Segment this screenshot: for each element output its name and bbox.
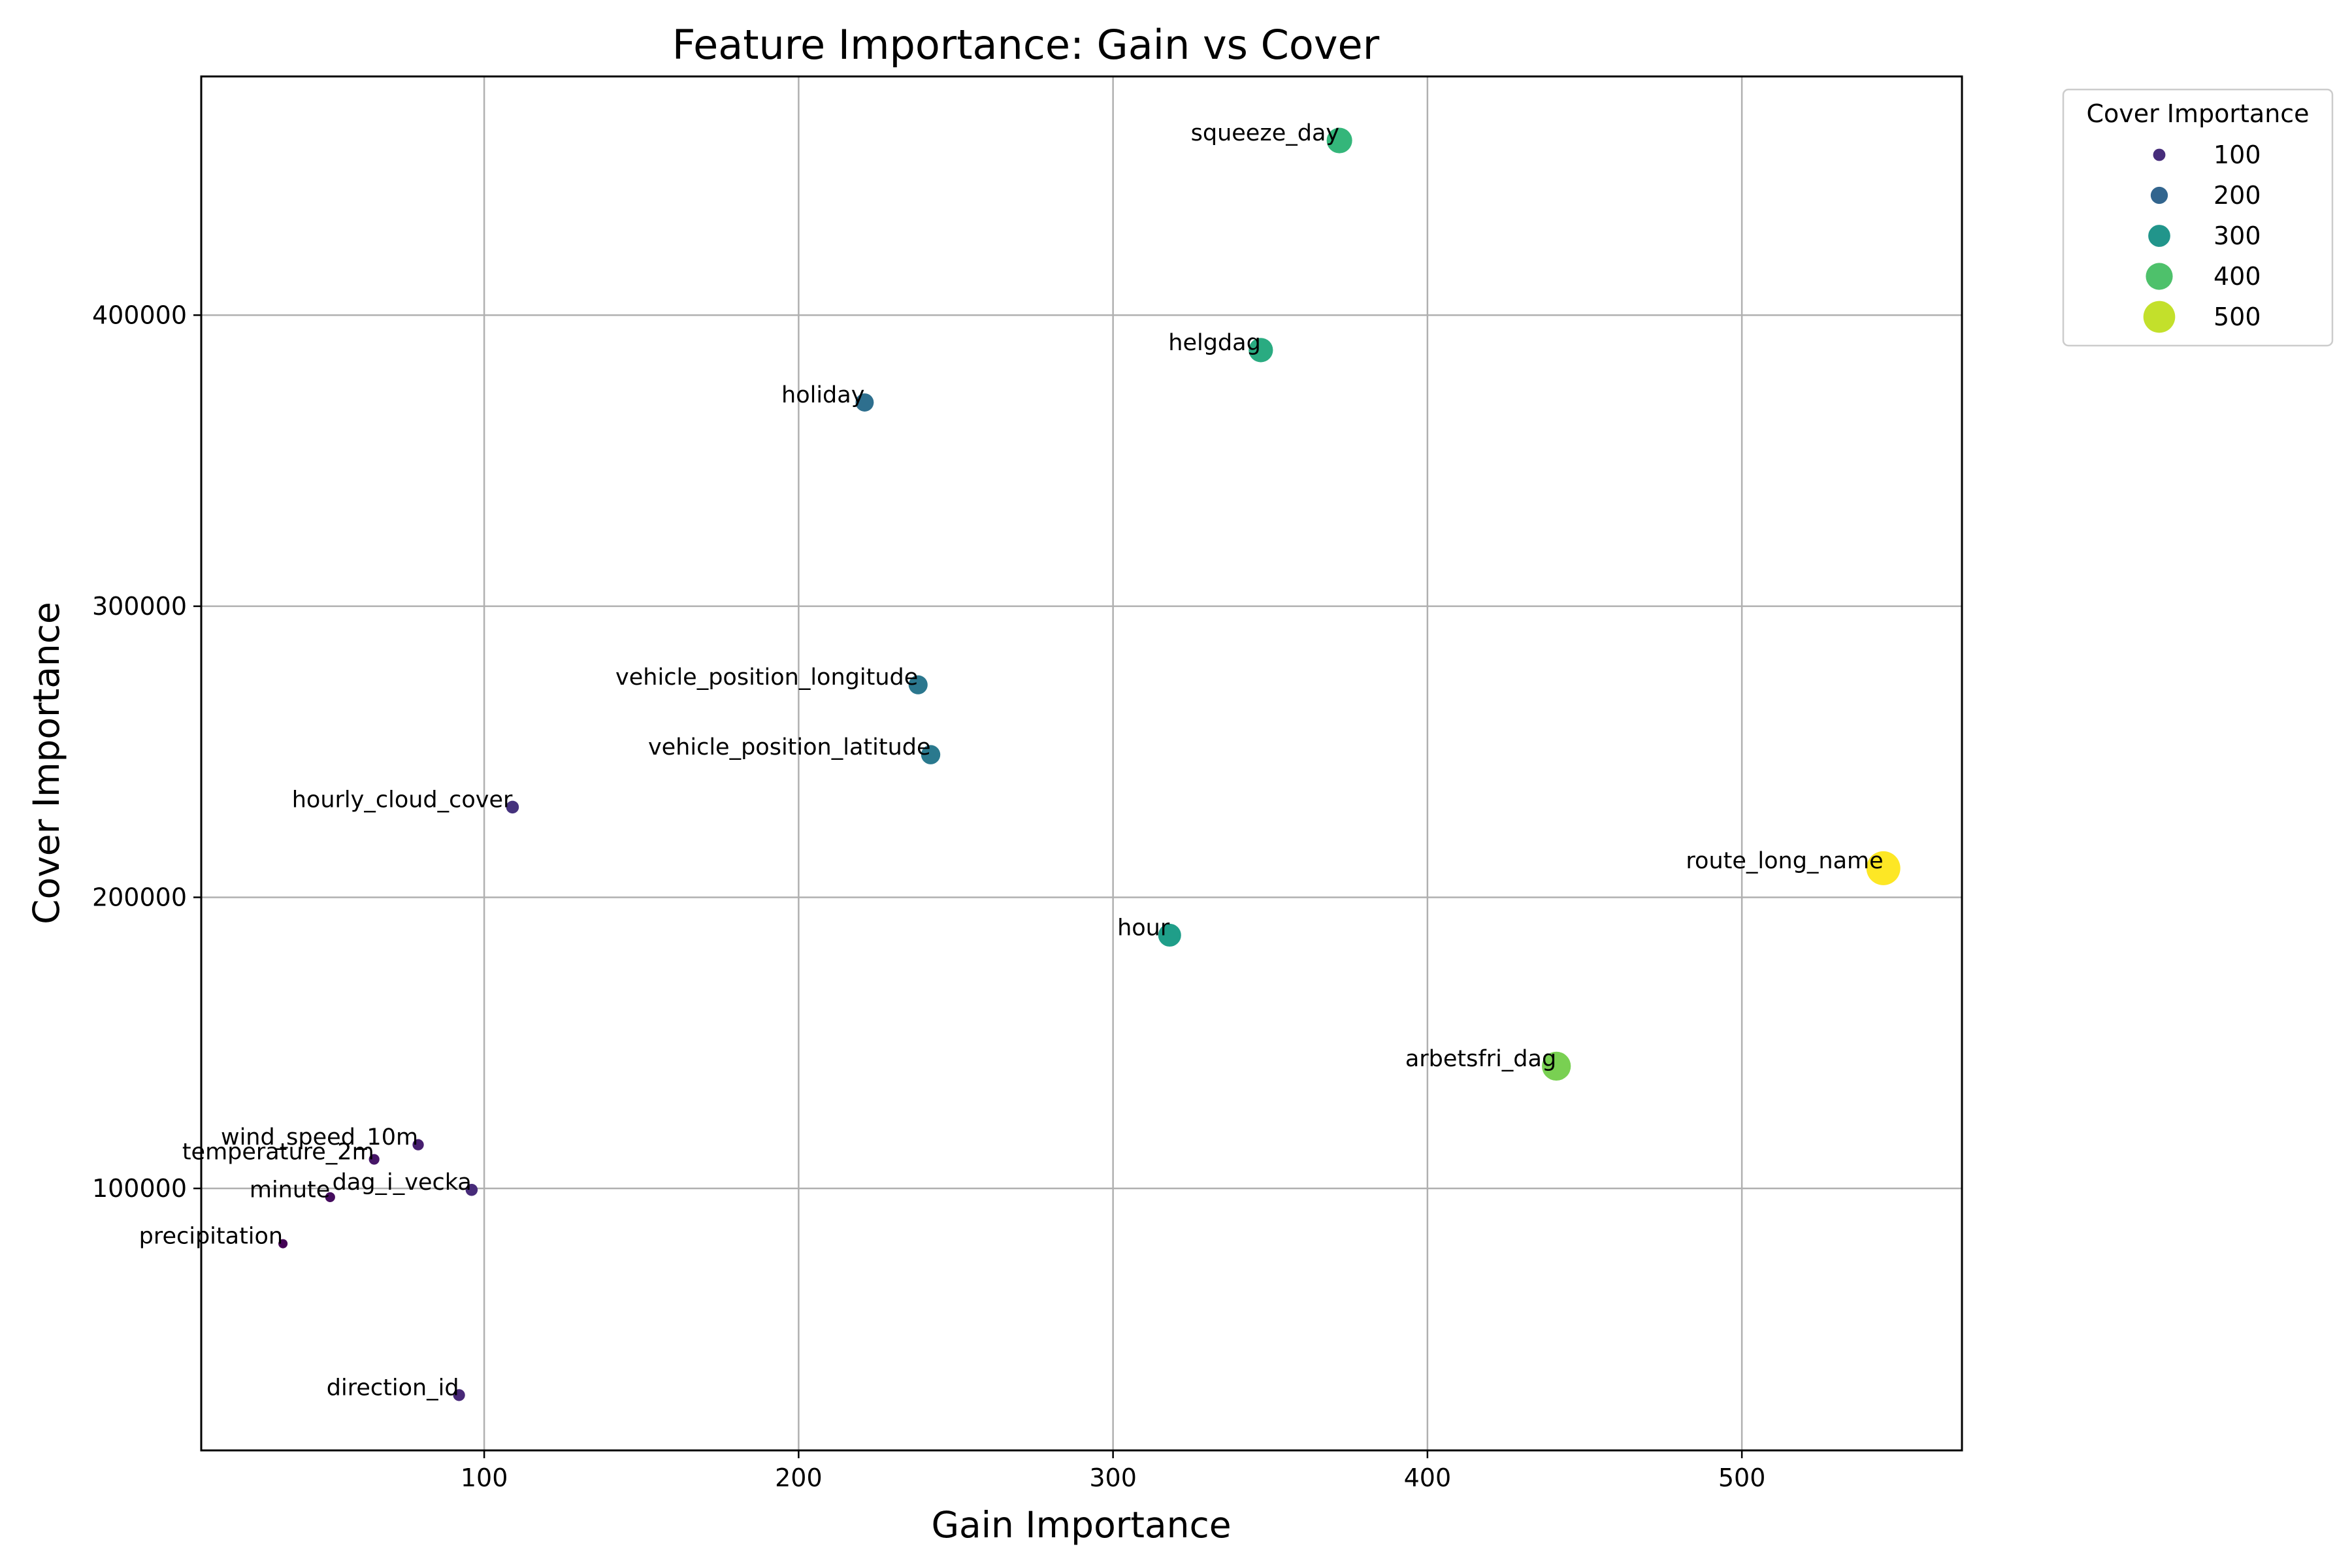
- legend-marker: [2148, 225, 2170, 247]
- data-point: [921, 745, 941, 764]
- data-point: [855, 393, 874, 412]
- y-tick-label: 300000: [92, 592, 187, 621]
- point-label: helgdag: [1168, 330, 1261, 356]
- y-axis-label: Cover Importance: [25, 602, 67, 924]
- point-label: holiday: [781, 382, 864, 408]
- y-tick-label: 200000: [92, 883, 187, 911]
- legend: Cover Importance 100 200 300 400 500: [2062, 88, 2334, 347]
- data-point: [453, 1389, 465, 1401]
- x-axis-label: Gain Importance: [931, 1504, 1231, 1546]
- point-label: arbetsfri_dag: [1405, 1046, 1556, 1072]
- point-label: wind_speed_10m: [221, 1124, 418, 1151]
- data-point: [465, 1183, 478, 1196]
- data-point: [1249, 338, 1273, 363]
- point-label: dag_i_vecka: [333, 1169, 472, 1196]
- data-point: [278, 1239, 288, 1249]
- point-label: route_long_name: [1686, 848, 1883, 874]
- point-label: direction_id: [327, 1375, 459, 1401]
- data-point: [1158, 923, 1181, 947]
- data-point: [1866, 851, 1901, 885]
- x-axis-ticks: 100 200 300 400 500: [461, 1450, 1766, 1492]
- data-point: [412, 1139, 424, 1151]
- point-label: precipitation: [139, 1224, 284, 1250]
- y-tick-label: 100000: [92, 1174, 187, 1203]
- legend-marker: [2153, 148, 2166, 161]
- chart-title: Feature Importance: Gain vs Cover: [672, 21, 1380, 69]
- point-label: hourly_cloud_cover: [292, 787, 513, 813]
- point-label: vehicle_position_latitude: [648, 734, 931, 760]
- data-point: [368, 1154, 380, 1165]
- data-point: [1542, 1051, 1571, 1081]
- x-tick-label: 500: [1718, 1463, 1766, 1492]
- legend-marker: [2146, 263, 2173, 290]
- data-points: [278, 127, 1901, 1401]
- legend-label: 200: [2213, 181, 2261, 210]
- y-tick-label: 400000: [92, 301, 187, 329]
- data-point: [908, 675, 928, 694]
- point-label: vehicle_position_longitude: [615, 664, 918, 691]
- point-label: minute: [250, 1177, 330, 1203]
- grid-lines: [201, 76, 1962, 1450]
- point-label: hour: [1117, 915, 1170, 941]
- x-tick-label: 400: [1404, 1463, 1452, 1492]
- y-axis-ticks: 100000 200000 300000 400000: [92, 301, 201, 1203]
- data-point: [1326, 127, 1352, 154]
- legend-title: Cover Importance: [2086, 99, 2309, 128]
- data-point: [506, 800, 519, 814]
- legend-marker: [2143, 301, 2176, 333]
- data-point: [325, 1192, 335, 1202]
- point-label: squeeze_day: [1191, 120, 1339, 146]
- legend-frame: [2062, 88, 2334, 347]
- legend-label: 300: [2213, 221, 2261, 250]
- legend-label: 100: [2213, 140, 2261, 169]
- legend-label: 400: [2213, 262, 2261, 291]
- point-label: temperature_2m: [182, 1139, 374, 1165]
- legend-entries: 100 200 300 400 500: [2143, 140, 2261, 333]
- x-tick-label: 300: [1089, 1463, 1137, 1492]
- legend-marker: [2150, 186, 2168, 204]
- plot-area-frame: [200, 75, 1963, 1452]
- legend-label: 500: [2213, 302, 2261, 331]
- x-tick-label: 200: [775, 1463, 823, 1492]
- x-tick-label: 100: [461, 1463, 508, 1492]
